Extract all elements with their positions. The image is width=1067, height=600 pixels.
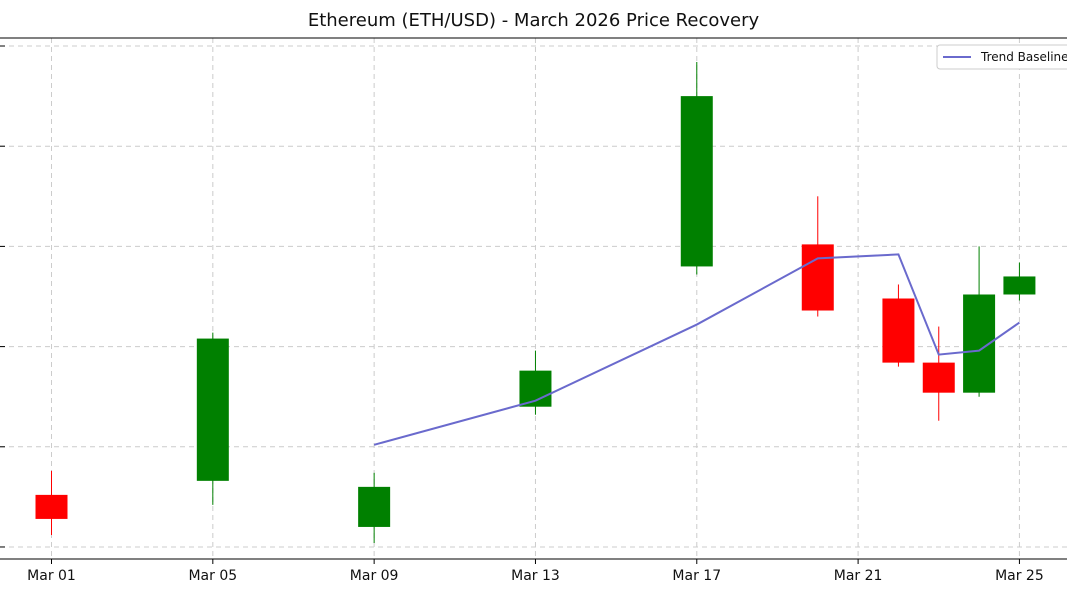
- trend-line-group: [373, 253, 1020, 446]
- candle-down: [882, 284, 915, 367]
- candle-body: [35, 494, 68, 519]
- x-tick-label: Mar 17: [672, 568, 721, 584]
- chart-title: Ethereum (ETH/USD) - March 2026 Price Re…: [307, 10, 760, 31]
- grid-lines: [0, 38, 1067, 559]
- legend: Trend Baseline: [936, 44, 1067, 70]
- candle-up: [1003, 262, 1036, 301]
- candle-up: [680, 62, 713, 275]
- candle-down: [922, 326, 955, 421]
- candle-body: [196, 338, 229, 481]
- trend-baseline-line: [373, 253, 1020, 446]
- legend-label: Trend Baseline: [980, 50, 1067, 64]
- x-tick-label: Mar 01: [27, 568, 76, 584]
- legend-box: [936, 44, 1067, 70]
- x-tick-label: Mar 09: [350, 568, 399, 584]
- candle-body: [358, 486, 391, 527]
- candle-body: [922, 362, 955, 393]
- x-tick-label: Mar 13: [511, 568, 560, 584]
- axes: Mar 01 Mar 05 Mar 09 Mar 13 Mar 17 Mar 21 Mar …: [0, 37, 1067, 584]
- candle-body: [1003, 276, 1036, 295]
- candle-down: [35, 470, 68, 535]
- candle-body: [801, 244, 834, 311]
- x-tick-label: Mar 25: [995, 568, 1044, 584]
- x-tick-label: Mar 05: [188, 568, 237, 584]
- candle-up: [196, 332, 229, 505]
- candle-down: [801, 196, 834, 317]
- candle-body: [680, 96, 713, 267]
- candle-up: [358, 472, 391, 543]
- x-tick-label: Mar 21: [834, 568, 883, 584]
- candle-body: [882, 298, 915, 363]
